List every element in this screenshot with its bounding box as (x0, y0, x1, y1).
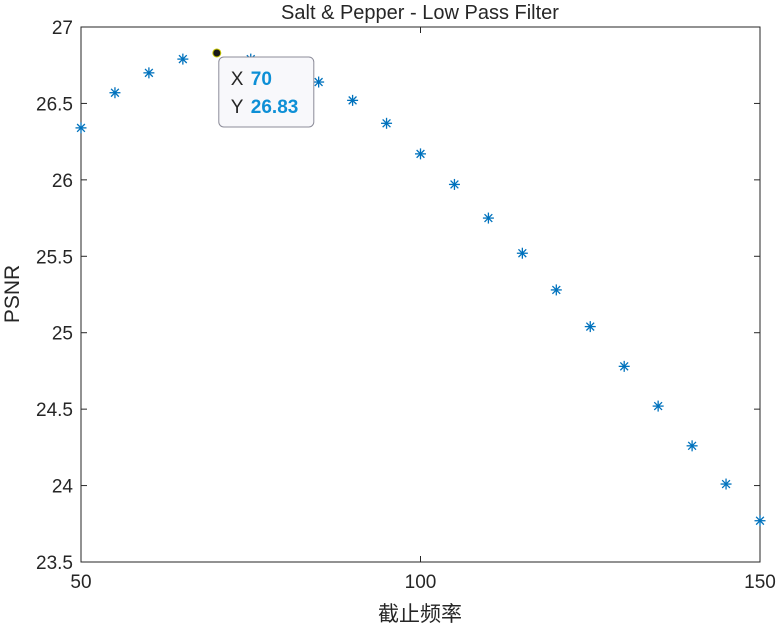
data-point[interactable] (584, 321, 596, 333)
data-tip-y-label: Y (231, 97, 244, 118)
y-tick-label: 26.5 (36, 94, 73, 115)
plot-area[interactable] (80, 26, 761, 563)
data-point[interactable] (109, 87, 121, 99)
y-tick-label: 27 (52, 18, 73, 39)
data-tip-y-value: 26.83 (251, 97, 299, 118)
y-tick-label: 25 (52, 324, 73, 345)
y-tick-label: 24 (52, 477, 74, 498)
data-tip-x-label: X (231, 69, 244, 90)
data-tip[interactable]: X 70 Y 26.83 (218, 56, 315, 128)
data-point[interactable] (720, 478, 732, 490)
y-tick-label: 25.5 (36, 247, 73, 268)
data-point[interactable] (347, 94, 359, 106)
axis-ticks: 50 100 150 23.5 24 24.5 25 25.5 26 26.5 27 (36, 18, 776, 593)
data-point[interactable] (516, 247, 528, 259)
data-point[interactable] (75, 122, 87, 134)
data-tip-x-value: 70 (251, 69, 272, 90)
y-tick-label: 23.5 (36, 553, 73, 574)
data-point[interactable] (143, 67, 155, 79)
data-point[interactable] (686, 440, 698, 452)
x-tick-label: 100 (405, 572, 437, 593)
data-tip-box (218, 56, 315, 128)
data-point[interactable] (652, 400, 664, 412)
x-tick-label: 150 (744, 572, 776, 593)
x-axis-label: 截止频率 (378, 602, 462, 626)
y-axis-label: PSNR (1, 265, 24, 323)
data-point[interactable] (482, 212, 494, 224)
data-point[interactable] (415, 148, 426, 160)
y-tick-label: 24.5 (36, 400, 73, 421)
data-point[interactable] (618, 360, 630, 372)
data-point[interactable] (313, 76, 325, 88)
data-point[interactable] (754, 515, 766, 527)
x-tick-label: 50 (70, 572, 91, 593)
data-point[interactable] (448, 178, 460, 190)
data-point[interactable] (381, 117, 393, 129)
chart-title: Salt & Pepper - Low Pass Filter (281, 2, 559, 24)
data-point[interactable] (550, 284, 562, 296)
y-tick-label: 26 (52, 171, 73, 192)
data-point[interactable] (177, 53, 189, 65)
data-point[interactable] (212, 48, 222, 58)
